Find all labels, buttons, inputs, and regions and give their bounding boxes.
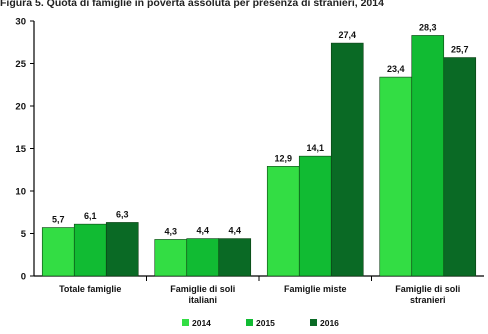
- legend-label-2014: 2014: [192, 318, 211, 328]
- legend-swatch-2015: [246, 319, 253, 326]
- legend-swatch-2016: [310, 319, 317, 326]
- x-category-label: stranieri: [410, 295, 446, 305]
- data-label: 4,4: [196, 226, 209, 236]
- data-label: 5,7: [52, 215, 65, 225]
- data-label: 4,3: [164, 226, 177, 236]
- bar-2014-3: [379, 76, 413, 277]
- data-label: 25,7: [451, 45, 469, 55]
- y-tick-label: 0: [21, 272, 26, 283]
- y-tick-label: 25: [15, 59, 26, 70]
- x-category-label: Famiglie miste: [284, 284, 347, 294]
- legend-label-2015: 2015: [256, 318, 275, 328]
- y-tick-label: 15: [15, 144, 26, 155]
- data-label: 14,1: [306, 143, 324, 153]
- bar-2016-0: [105, 222, 139, 277]
- data-label: 6,1: [84, 211, 97, 221]
- data-label: 28,3: [419, 22, 437, 32]
- x-category-label: Famiglie di soli: [170, 284, 235, 294]
- y-tick-label: 10: [15, 187, 26, 198]
- x-category-label: Famiglie di soli: [395, 284, 460, 294]
- bar-2014-0: [41, 227, 75, 277]
- bar-2015-2: [298, 155, 332, 277]
- y-tick-label: 5: [21, 229, 27, 240]
- data-label: 6,3: [116, 209, 129, 219]
- data-label: 27,4: [338, 30, 356, 40]
- bar-2016-1: [218, 238, 252, 277]
- bar-2014-1: [154, 239, 188, 277]
- y-tick-label: 30: [15, 17, 26, 28]
- bar-2015-3: [411, 35, 445, 277]
- legend-swatch-2014: [182, 319, 189, 326]
- chart-title: Figura 5. Quota di famiglie in povertà a…: [0, 0, 384, 9]
- data-label: 4,4: [228, 226, 241, 236]
- bar-2016-3: [443, 57, 477, 277]
- x-category-label: italiani: [188, 295, 217, 305]
- bar-2016-2: [330, 42, 364, 277]
- bar-2015-1: [186, 238, 220, 277]
- bar-2015-0: [73, 223, 107, 277]
- y-tick-label: 20: [15, 102, 26, 113]
- bar-2014-2: [266, 166, 300, 277]
- x-category-label: Totale famiglie: [59, 284, 121, 294]
- data-label: 12,9: [274, 153, 292, 163]
- legend-label-2016: 2016: [320, 318, 339, 328]
- data-label: 23,4: [387, 64, 405, 74]
